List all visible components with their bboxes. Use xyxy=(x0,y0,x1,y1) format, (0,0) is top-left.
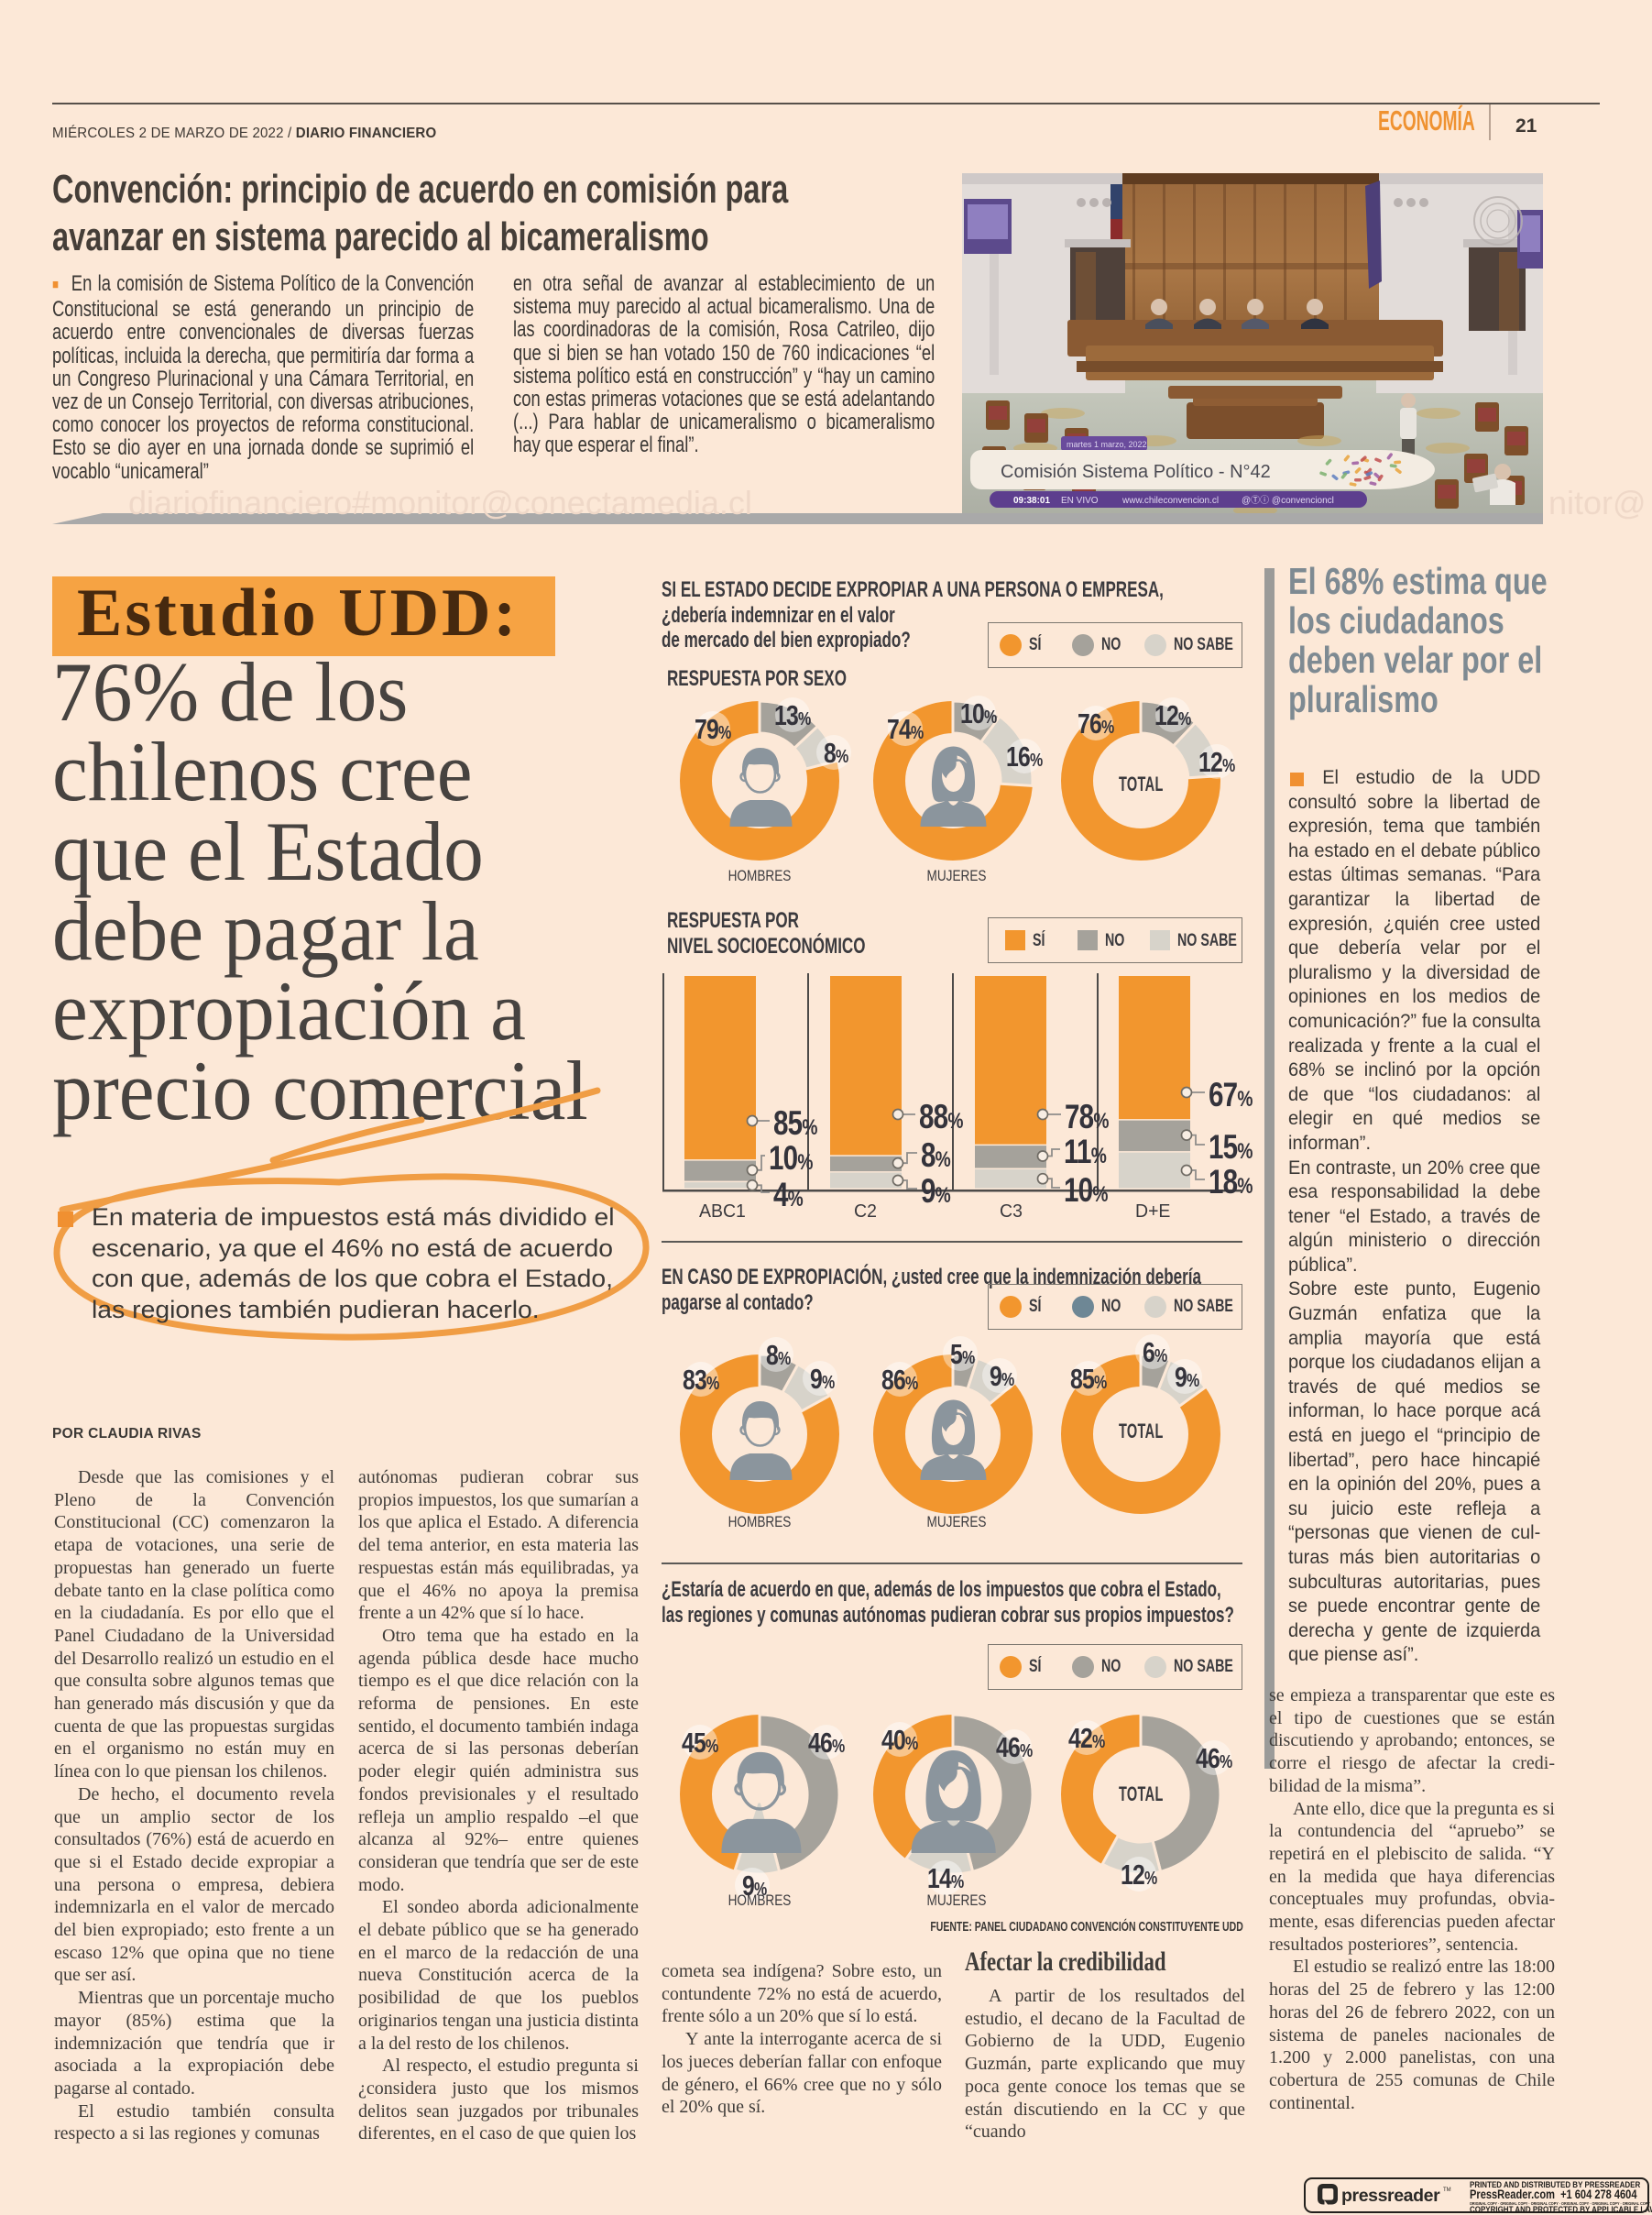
svg-text:www.chileconvencion.cl: www.chileconvencion.cl xyxy=(1121,496,1219,506)
svg-text:pressreader: pressreader xyxy=(1341,2186,1440,2206)
svg-text:Comisión Sistema Político - N°: Comisión Sistema Político - N°42 xyxy=(1001,462,1271,482)
svg-text:EN VIVO: EN VIVO xyxy=(1061,496,1099,506)
svg-text:@Ⓣⓘ @convencioncl: @Ⓣⓘ @convencioncl xyxy=(1242,495,1334,506)
svg-text:martes 1 marzo, 2022: martes 1 marzo, 2022 xyxy=(1067,440,1147,449)
svg-text:09:38:01: 09:38:01 xyxy=(1013,496,1050,506)
svg-text:TM: TM xyxy=(1443,2188,1451,2193)
